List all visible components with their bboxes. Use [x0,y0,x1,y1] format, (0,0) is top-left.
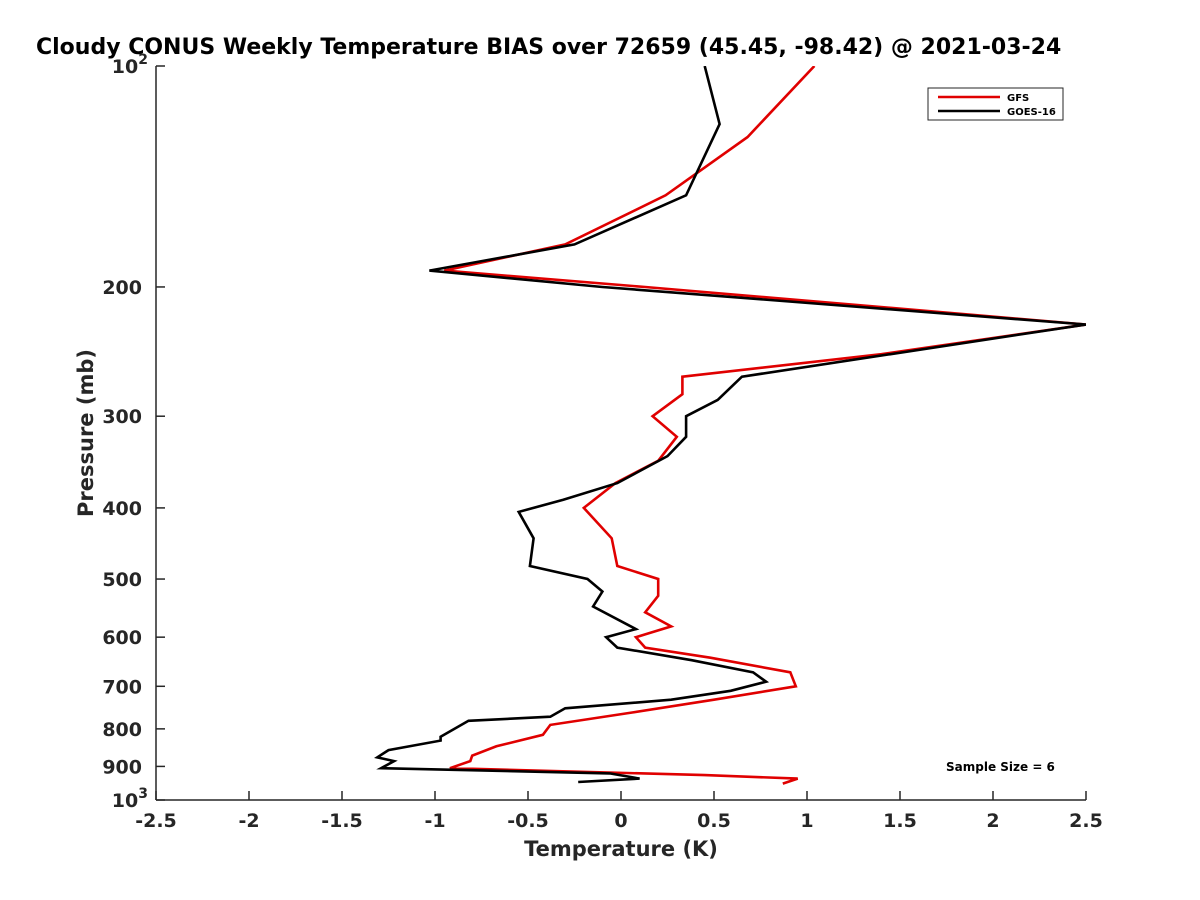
y-tick-label: 400 [102,498,142,520]
x-tick-label: -2 [238,810,259,832]
y-tick-base: 10 [112,790,138,812]
x-tick-label: 1 [800,810,813,832]
x-tick-label: 2.5 [1069,810,1103,832]
x-tick-label: 1.5 [883,810,917,832]
y-tick-label: 800 [102,719,142,741]
chart-title: Cloudy CONUS Weekly Temperature BIAS ove… [36,35,1061,60]
y-tick-base: 10 [112,56,138,78]
legend-box [927,87,1064,121]
legend-label-gfs: GFS [1007,93,1029,104]
legend: GFS GOES-16 [927,87,1064,121]
y-tick-exponent: 2 [138,52,148,68]
x-tick-label: -1 [424,810,445,832]
y-tick-label: 900 [102,756,142,778]
sample-size-annotation: Sample Size = 6 [946,760,1055,774]
x-tick-label: 0.5 [697,810,731,832]
y-tick-label: 102 [112,52,148,78]
series-line-goes16 [373,66,1086,784]
x-tick-label: -2.5 [135,810,177,832]
y-tick-label: 600 [102,627,142,649]
y-axis-label: Pressure (mb) [74,349,98,517]
y-tick-label: 103 [112,786,148,812]
x-axis-label: Temperature (K) [524,837,718,861]
x-axis-ticks: -2.5 -2 -1.5 -1 -0.5 0 0.5 1 1.5 2 2.5 [135,791,1103,832]
y-tick-label: 500 [102,569,142,591]
x-tick-label: 0 [614,810,627,832]
series-layer [373,66,1086,785]
x-tick-label: -0.5 [507,810,549,832]
y-tick-label: 700 [102,676,142,698]
y-tick-label: 300 [102,406,142,428]
x-tick-label: 2 [986,810,999,832]
legend-label-goes16: GOES-16 [1007,107,1056,118]
y-tick-exponent: 3 [138,786,148,802]
series-line-gfs [444,66,1086,785]
y-tick-label: 200 [102,277,142,299]
x-tick-label: -1.5 [321,810,363,832]
